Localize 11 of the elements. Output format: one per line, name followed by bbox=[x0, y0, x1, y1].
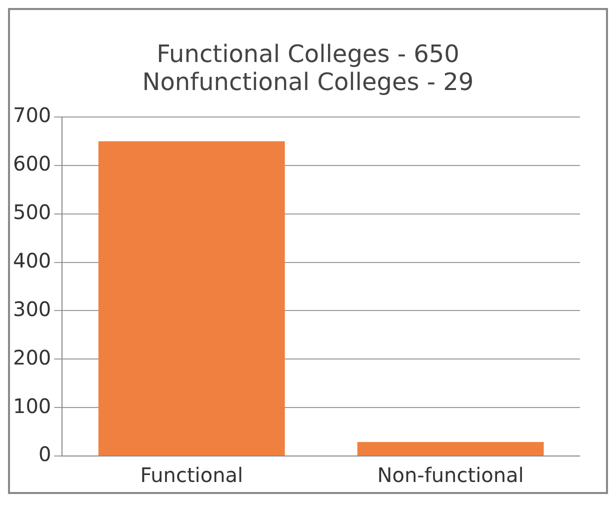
y-tick-label: 0 bbox=[38, 442, 52, 466]
x-tick-label: Functional bbox=[140, 463, 244, 488]
chart-title: Functional Colleges - 650 Nonfunctional Colleges - 29 bbox=[141, 39, 475, 98]
y-tick-label: 400 bbox=[12, 248, 52, 272]
y-tick-label: 200 bbox=[12, 345, 52, 370]
y-tick-label: 500 bbox=[12, 200, 52, 224]
x-tick-label: Non-functional bbox=[377, 463, 524, 488]
y-tick-label: 700 bbox=[12, 103, 52, 128]
y-tick-label: 100 bbox=[12, 394, 52, 418]
y-tick-label: 600 bbox=[12, 152, 52, 176]
y-tick-label: 300 bbox=[12, 296, 52, 321]
